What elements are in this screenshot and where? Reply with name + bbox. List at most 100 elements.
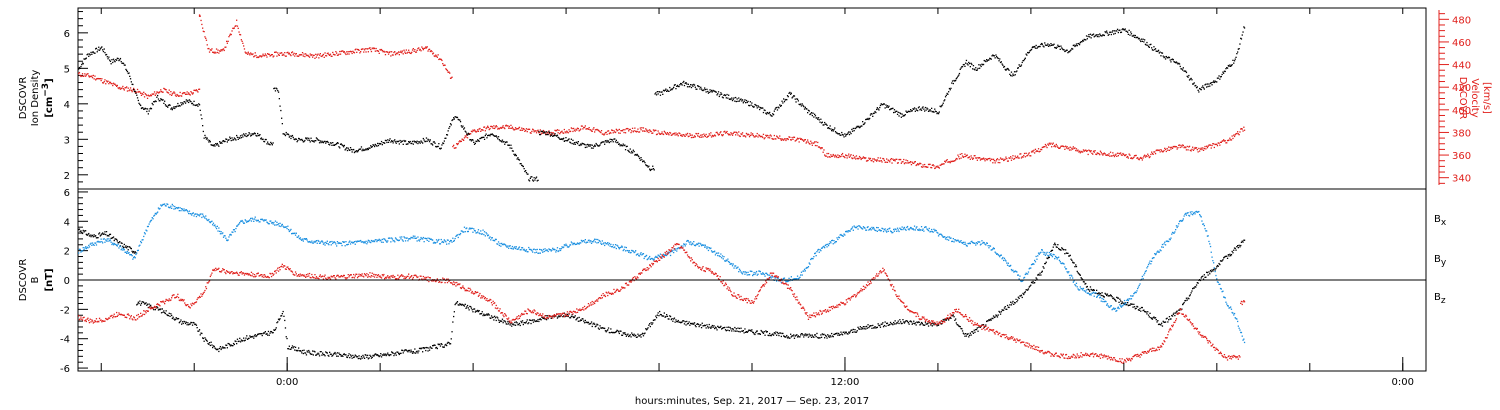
data-point [283,133,285,135]
data-point [608,331,610,334]
data-point [820,122,823,124]
data-point [1185,71,1188,74]
data-point [997,161,999,164]
data-point [471,309,473,311]
data-point [951,160,953,163]
data-point [1206,271,1208,273]
data-point [889,108,892,110]
data-point [874,110,876,113]
data-point [270,54,273,56]
data-point [287,229,290,231]
data-point [537,179,539,181]
data-point [831,332,833,335]
data-point [1106,294,1108,297]
data-point [465,131,467,133]
data-point [758,333,760,335]
data-point [402,53,404,55]
data-point [1003,309,1005,311]
data-point [542,317,544,319]
data-point [241,340,243,342]
data-point [125,245,127,247]
data-point [473,130,475,132]
data-point [140,107,143,110]
data-point [664,89,666,91]
data-point [838,334,841,336]
data-point [191,322,193,324]
data-point [381,50,383,52]
data-point [192,321,194,324]
data-point [813,142,815,144]
data-point [776,109,779,111]
data-point [810,112,813,114]
data-point [754,333,756,336]
data-point [1039,150,1041,152]
data-point [607,140,610,142]
data-point [907,162,909,164]
data-point [114,238,116,240]
data-point [227,40,229,42]
data-point [280,315,282,317]
data-point [1134,34,1136,37]
data-point [326,352,328,354]
data-point [484,130,486,132]
data-point [1104,153,1106,155]
data-point [1044,143,1047,146]
data-point [999,311,1001,313]
data-point [1175,146,1177,148]
data-point [397,52,399,54]
data-point [1062,145,1064,147]
data-point [477,130,480,132]
data-point [163,87,165,90]
data-point [327,141,329,143]
data-point [926,107,928,109]
data-point [1077,149,1079,151]
data-point [1195,147,1198,149]
data-point [90,242,92,244]
data-point [202,213,204,215]
data-point [734,326,736,329]
data-point [446,342,449,344]
data-point [1193,82,1195,84]
data-point [293,232,295,235]
data-point [323,354,325,356]
data-point [1186,299,1188,301]
data-point [973,155,975,157]
data-point [258,134,260,137]
data-point [853,157,855,159]
data-point [1220,260,1222,262]
data-point [277,90,279,92]
data-point [558,129,560,131]
data-point [483,136,485,138]
data-point [676,133,679,135]
data-point [293,138,295,140]
data-point [1204,84,1206,86]
data-point [337,355,339,357]
data-point [496,136,498,138]
data-point [578,130,580,132]
data-point [973,68,975,70]
data-point [1210,82,1212,84]
data-point [1175,311,1178,313]
data-point [851,128,853,131]
data-point [1122,28,1124,30]
data-point [577,141,579,143]
data-point [332,353,335,355]
data-point [1168,316,1171,318]
data-point [1141,159,1143,161]
data-point [924,163,926,166]
data-point [257,56,259,58]
data-point [519,129,521,131]
data-point [916,321,918,323]
data-point [1088,289,1090,291]
data-point [999,162,1001,164]
data-point [975,328,978,331]
data-point [965,154,968,157]
data-point [1101,153,1103,155]
data-point [131,250,133,252]
data-point [429,50,431,53]
data-point [1143,41,1145,43]
data-point [625,128,627,130]
data-point [316,138,318,140]
data-point [150,220,152,222]
data-point [959,68,961,70]
